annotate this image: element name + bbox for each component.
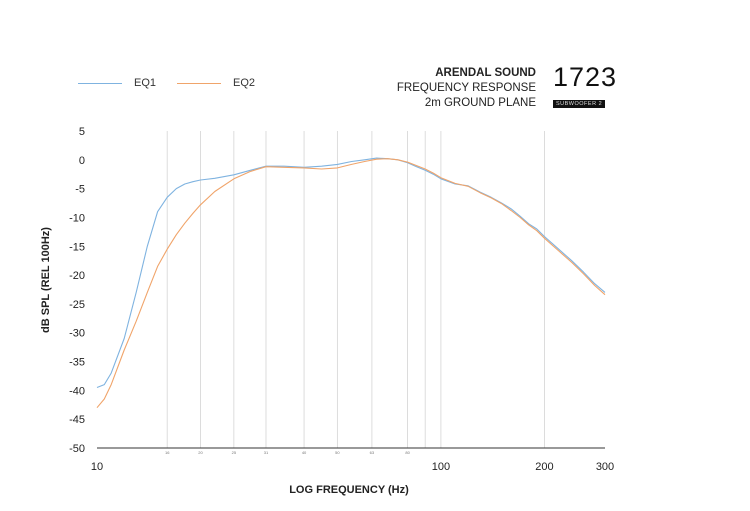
model-number: 1723 <box>553 62 618 92</box>
y-tick-label: -30 <box>69 328 85 340</box>
x-tick-label: 200 <box>535 461 553 473</box>
model-tag: SUBWOOFER 2 <box>553 100 606 108</box>
model-logo: 1723 SUBWOOFER 2 <box>553 62 618 110</box>
x-tick-labels: 10 100 200 300 16 20 25 31 40 50 63 80 <box>91 450 614 473</box>
x-tick-label: 300 <box>596 461 614 473</box>
legend-label-eq1: EQ1 <box>134 77 157 89</box>
series-line-eq1 <box>96 157 606 389</box>
legend-item-eq1: EQ1 <box>78 77 156 89</box>
x-minor-tick-label: 16 <box>165 450 170 455</box>
y-tick-label: -25 <box>69 299 85 311</box>
x-minor-tick-label: 63 <box>370 450 375 455</box>
y-tick-label: 5 <box>79 126 85 138</box>
series-lines <box>96 157 606 409</box>
x-tick-label: 100 <box>432 461 450 473</box>
series-line-eq2 <box>96 158 606 409</box>
x-minor-tick-label: 20 <box>198 450 203 455</box>
legend-swatch-eq2 <box>177 82 221 84</box>
x-minor-tick-label: 25 <box>232 450 237 455</box>
y-tick-label: -45 <box>69 414 85 426</box>
x-tick-label: 10 <box>91 461 103 473</box>
brand-subtitle-line2: 2m GROUND PLANE <box>424 97 536 109</box>
y-tick-labels: 5 0 -5 -10 -15 -20 -25 -30 -35 -40 -45 -50 <box>69 126 85 455</box>
y-tick-label: -35 <box>69 357 85 369</box>
brand-block: ARENDAL SOUND FREQUENCY RESPONSE 2m GROU… <box>397 66 536 111</box>
y-tick-label: -40 <box>69 385 85 397</box>
y-tick-label: -50 <box>69 443 85 455</box>
x-axis-label: LOG FREQUENCY (Hz) <box>289 484 409 496</box>
y-tick-label: -10 <box>69 212 85 224</box>
y-tick-label: 0 <box>79 155 85 167</box>
x-minor-tick-label: 50 <box>335 450 340 455</box>
y-tick-label: -5 <box>75 184 85 196</box>
brand-company: ARENDAL SOUND <box>435 67 536 79</box>
vertical-gridlines <box>166 131 545 448</box>
x-minor-tick-label: 31 <box>264 450 269 455</box>
x-minor-tick-label: 40 <box>302 450 307 455</box>
brand-subtitle-line1: FREQUENCY RESPONSE <box>396 82 536 94</box>
legend-item-eq2: EQ2 <box>177 77 255 89</box>
y-tick-label: -15 <box>69 241 85 253</box>
legend-swatch-eq1 <box>78 82 122 84</box>
legend-label-eq2: EQ2 <box>233 77 256 89</box>
y-tick-label: -20 <box>69 270 85 282</box>
x-minor-tick-label: 80 <box>405 450 410 455</box>
y-axis-label: dB SPL (REL 100Hz) <box>40 227 52 333</box>
